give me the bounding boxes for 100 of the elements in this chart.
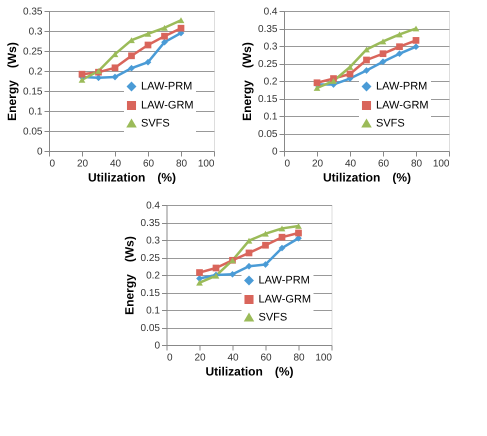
x-axis-title: Utilization (%)	[206, 364, 294, 378]
y-tick-label: 0.35	[23, 6, 43, 18]
point	[229, 270, 236, 278]
y-tick-label: 0.25	[140, 253, 160, 264]
legend-label: SVFS	[258, 312, 288, 324]
x-tick-label: 40	[110, 158, 122, 170]
x-tick-label: 100	[432, 158, 450, 170]
y-tick-label: 0.3	[264, 42, 278, 52]
point	[262, 242, 269, 249]
y-tick-label: 0.3	[146, 236, 160, 246]
y-tick-label: 0.15	[258, 94, 278, 105]
x-tick-label: 80	[176, 158, 188, 170]
y-tick-label: 0.25	[23, 46, 43, 58]
point	[212, 264, 220, 272]
y-axis-title: Energy (Ws)	[240, 42, 254, 121]
y-tick-label: 0	[36, 146, 43, 158]
y-tick-label: 0.05	[140, 323, 160, 334]
point	[178, 17, 184, 24]
point	[112, 74, 118, 80]
point	[246, 262, 252, 270]
point	[412, 43, 420, 50]
point	[144, 58, 152, 66]
point	[196, 269, 203, 276]
point	[396, 50, 403, 58]
y-tick-label: 0.4	[264, 6, 278, 18]
point	[128, 52, 135, 60]
point	[363, 46, 370, 52]
point	[144, 30, 152, 37]
legend-label: LAW-PRM	[141, 80, 192, 92]
point	[246, 250, 252, 256]
y-tick-label: 0.25	[258, 59, 278, 70]
x-tick-label: 20	[312, 158, 324, 170]
y-tick-label: 0.1	[28, 106, 43, 118]
point	[161, 32, 168, 40]
y-tick-label: 0.35	[258, 24, 278, 35]
y-tick-label: 0	[154, 340, 160, 352]
point	[346, 70, 354, 78]
y-tick-label: 0.1	[146, 306, 160, 316]
point	[262, 230, 269, 237]
x-tick-label: 40	[227, 352, 239, 364]
point	[396, 43, 403, 50]
x-axis-title: Utilization (%)	[323, 170, 411, 184]
y-tick-label: 0.4	[146, 200, 160, 212]
point	[246, 238, 252, 244]
point	[278, 226, 286, 232]
y-tick-label: 0	[272, 146, 278, 158]
point	[262, 261, 269, 268]
point	[278, 234, 286, 241]
x-tick-label: 0	[284, 158, 290, 170]
x-tick-label: 100	[315, 352, 332, 364]
x-tick-label: 20	[76, 158, 88, 170]
point	[78, 76, 86, 83]
point	[128, 64, 135, 72]
y-tick-label: 0.2	[146, 270, 160, 282]
y-axis-title: Energy (Ws)	[5, 42, 20, 121]
x-tick-label: 0	[50, 158, 56, 170]
point	[295, 230, 302, 236]
y-tick-label: 0.3	[28, 26, 43, 38]
x-tick-label: 0	[167, 352, 173, 364]
x-tick-label: 60	[142, 158, 154, 170]
point	[161, 38, 168, 46]
point	[412, 37, 420, 44]
point	[314, 85, 320, 91]
x-tick-label: 60	[378, 158, 390, 170]
x-tick-label: 80	[293, 352, 305, 364]
y-tick-label: 0.15	[23, 86, 43, 98]
y-axis-title: Energy (Ws)	[122, 236, 137, 315]
point	[295, 223, 302, 229]
point	[396, 32, 403, 38]
point	[78, 70, 86, 78]
point	[380, 58, 386, 66]
legend-label: SVFS	[141, 118, 170, 130]
y-tick-label: 0.1	[264, 112, 278, 122]
point	[112, 51, 118, 58]
point	[161, 24, 168, 31]
y-tick-label: 0.2	[28, 66, 43, 78]
point	[178, 24, 184, 32]
point	[196, 280, 203, 286]
point	[363, 56, 370, 64]
x-tick-label: 20	[194, 352, 206, 364]
point	[380, 50, 386, 58]
point	[330, 78, 337, 84]
point	[112, 64, 118, 72]
legend-label: LAW-PRM	[376, 80, 428, 92]
legend-label: LAW-GRM	[141, 100, 194, 112]
x-tick-label: 60	[260, 352, 272, 364]
legend-label: LAW-GRM	[376, 100, 429, 112]
legend-label: LAW-PRM	[258, 274, 310, 286]
y-tick-label: 0.35	[140, 218, 160, 229]
legend-label: SVFS	[376, 118, 405, 130]
x-tick-label: 100	[198, 158, 215, 170]
point	[144, 42, 152, 48]
y-tick-label: 0.15	[140, 288, 160, 299]
legend-label: LAW-GRM	[258, 294, 312, 306]
x-tick-label: 80	[410, 158, 422, 170]
x-axis-title: Utilization (%)	[88, 170, 176, 184]
y-tick-label: 0.05	[258, 129, 278, 140]
point	[278, 244, 286, 252]
y-tick-label: 0.05	[23, 126, 43, 138]
x-tick-label: 40	[344, 158, 356, 170]
